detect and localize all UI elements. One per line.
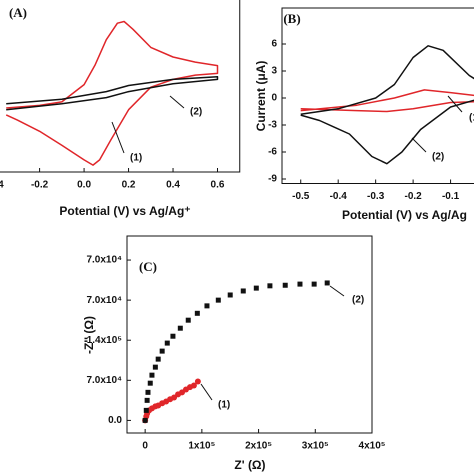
cv-curve bbox=[300, 45, 474, 165]
x-tick-label: 2x10⁵ bbox=[245, 441, 272, 452]
annotation-arrow bbox=[200, 383, 213, 401]
cv-curve bbox=[300, 89, 474, 113]
data-point bbox=[177, 325, 183, 331]
data-point bbox=[152, 364, 158, 370]
x-tick-label: 0 bbox=[142, 441, 148, 452]
data-point bbox=[240, 288, 246, 294]
x-axis-label: Potential (V) vs Ag/Ag bbox=[342, 208, 467, 222]
data-point bbox=[185, 317, 191, 323]
y-tick-label: -6 bbox=[268, 147, 277, 158]
y-tick-label: 1.4x10⁵ bbox=[87, 335, 123, 346]
x-tick-label: -0.3 bbox=[367, 191, 385, 202]
data-point bbox=[227, 292, 233, 298]
x-tick-label: -0.1 bbox=[442, 191, 460, 202]
plot-frame bbox=[126, 235, 373, 434]
data-point bbox=[149, 372, 155, 378]
data-point bbox=[253, 285, 259, 291]
data-point bbox=[170, 333, 176, 339]
y-tick-label: 7.0x10⁴ bbox=[86, 375, 122, 386]
x-tick-label: 1x10⁵ bbox=[188, 441, 215, 452]
annotation-arrow bbox=[329, 285, 345, 297]
annotation-arrow bbox=[111, 121, 125, 154]
data-point bbox=[190, 382, 197, 389]
data-point bbox=[144, 397, 150, 403]
x-tick-label: 0.4 bbox=[166, 180, 180, 191]
y-tick-label: 0.0 bbox=[108, 415, 122, 426]
data-point bbox=[164, 340, 170, 346]
data-point bbox=[194, 378, 201, 385]
panel-label: (B) bbox=[283, 11, 300, 26]
data-point bbox=[267, 283, 273, 289]
data-point bbox=[282, 282, 288, 288]
x-axis-label: Potential (V) vs Ag/Ag⁺ bbox=[59, 204, 190, 218]
x-tick-label: -0.2 bbox=[31, 180, 49, 191]
y-axis-label: Current (μA) bbox=[254, 61, 268, 132]
data-point bbox=[142, 417, 148, 423]
panel-label: (A) bbox=[9, 5, 27, 20]
data-point bbox=[297, 281, 303, 287]
y-tick-label: 3 bbox=[271, 66, 277, 77]
annotation-arrow bbox=[411, 137, 427, 153]
plot-frame bbox=[281, 7, 474, 184]
data-point bbox=[145, 389, 151, 395]
series-label: (1) bbox=[469, 113, 474, 124]
series-label: (2) bbox=[352, 295, 364, 306]
y-axis-label: -Z'' (Ω) bbox=[82, 316, 96, 354]
series-label: (1) bbox=[130, 153, 142, 164]
data-point bbox=[194, 310, 200, 316]
x-tick-label: 3x10⁵ bbox=[302, 441, 329, 452]
y-tick-label: 0 bbox=[271, 93, 277, 104]
data-point bbox=[204, 303, 210, 309]
x-tick-label: 4x10⁵ bbox=[359, 441, 386, 452]
series-label: (2) bbox=[190, 107, 202, 118]
data-point bbox=[324, 280, 330, 286]
y-tick-label: -9 bbox=[268, 174, 277, 185]
x-tick-label: 0.2 bbox=[122, 180, 136, 191]
plot-frame bbox=[0, 0, 241, 173]
data-point bbox=[155, 356, 161, 362]
data-point bbox=[159, 348, 165, 354]
y-tick-label: 7.0x10⁴ bbox=[86, 255, 122, 266]
x-axis-label: Z' (Ω) bbox=[234, 458, 265, 472]
y-tick-label: 6 bbox=[271, 39, 277, 50]
annotation-arrow bbox=[169, 95, 185, 109]
x-tick-label: 0.6 bbox=[211, 180, 225, 191]
data-point bbox=[143, 407, 149, 413]
data-point bbox=[311, 281, 317, 287]
cv-curve bbox=[6, 76, 219, 111]
panel-label: (C) bbox=[139, 259, 157, 274]
x-tick-label: -0.4 bbox=[0, 180, 4, 191]
cv-curve bbox=[5, 20, 219, 166]
y-tick-label: -3 bbox=[268, 120, 277, 131]
series-label: (1) bbox=[218, 400, 230, 411]
data-point bbox=[215, 297, 221, 303]
x-tick-label: -0.2 bbox=[404, 191, 422, 202]
x-tick-label: -0.5 bbox=[292, 191, 310, 202]
x-tick-label: -0.4 bbox=[330, 191, 348, 202]
y-tick-label: 7.0x10⁴ bbox=[86, 295, 122, 306]
data-point bbox=[147, 380, 153, 386]
series-label: (2) bbox=[432, 152, 444, 163]
annotation-arrow bbox=[447, 95, 463, 113]
x-tick-label: 0.0 bbox=[77, 180, 91, 191]
